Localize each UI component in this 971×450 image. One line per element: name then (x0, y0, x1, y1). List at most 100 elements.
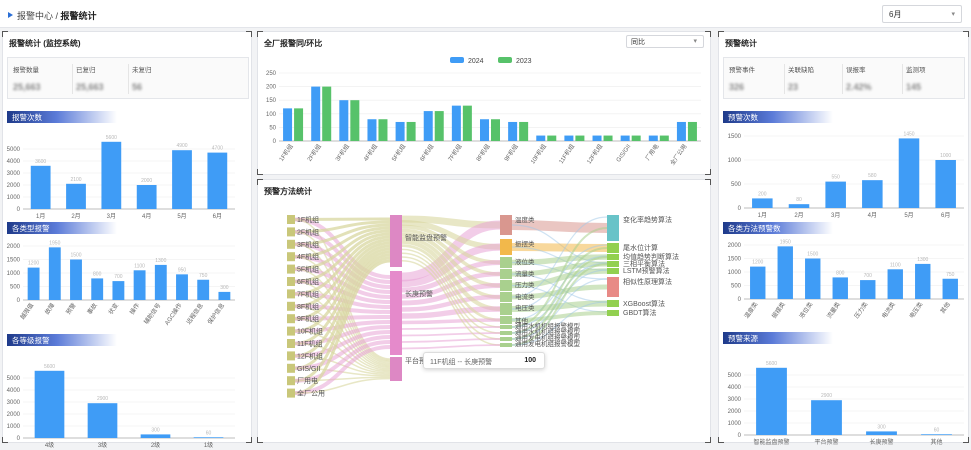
bar-value-label: 5600 (106, 135, 117, 141)
bar-5 (887, 269, 903, 299)
sankey-link (294, 340, 391, 383)
bar-6 (154, 264, 167, 300)
x-tick-label: 操作 (128, 302, 141, 316)
sankey-node-algorithm (607, 268, 619, 274)
sankey-node-source-label: 智能监盘预警 (405, 233, 447, 242)
bar-3 (862, 180, 883, 208)
sankey-node-unit-label: 3F机组 (297, 240, 319, 249)
section-warning-count: 预警次数 (723, 111, 833, 123)
sankey-node-unit (287, 376, 295, 386)
bar-value-label: 550 (831, 175, 840, 181)
x-tick-label: 保护信息 (206, 302, 226, 326)
compare-select[interactable]: 同比 ▾ (626, 35, 704, 48)
bar-2023-0 (294, 108, 304, 141)
sankey-link (294, 235, 391, 296)
sankey-link (294, 305, 391, 370)
sankey-node-unit (287, 326, 295, 336)
bar-4 (898, 138, 920, 208)
bar-0 (752, 198, 773, 208)
y-tick-label: 4000 (7, 388, 21, 394)
sankey-link (511, 220, 608, 233)
x-tick-label: 2月 (794, 212, 803, 219)
bar-value-label: 2100 (70, 177, 81, 183)
bar-2024-8 (508, 121, 518, 141)
breadcrumb-parent[interactable]: 报警中心 (17, 11, 54, 21)
sankey-link (401, 252, 501, 334)
bar-value-label: 580 (868, 173, 877, 179)
stat-reset: 已复归 25,663 (76, 64, 104, 92)
bar-value-label: 1950 (780, 239, 791, 245)
sankey-node-category (500, 325, 512, 329)
sankey-node-algorithm (607, 310, 619, 316)
sankey-link (401, 236, 501, 299)
y-tick-label: 250 (266, 71, 277, 77)
bar-1 (811, 400, 842, 435)
bar-value-label: 5600 (766, 361, 777, 367)
bar-2024-2 (339, 100, 349, 141)
x-tick-label: 3月 (107, 213, 116, 220)
legend-label-2024: 2024 (468, 58, 484, 65)
stat-label: 报警数量 (13, 67, 39, 74)
bar-value-label: 5600 (44, 364, 55, 370)
bar-2024-6 (451, 105, 461, 141)
sankey-node-algorithm (607, 243, 619, 253)
y-tick-label: 3000 (728, 397, 742, 403)
sankey-node-category-label: 流量类 (515, 269, 535, 278)
bar-2023-11 (603, 135, 613, 141)
stat-alarm-count: 报警数量 25,663 (13, 64, 41, 92)
x-tick-label: 1月 (758, 212, 767, 219)
chart-alarm-count: 0 1000 2000 3000 4000 5000 1月 2月 3月 4月 5月 6月 3600 210… (7, 135, 235, 220)
y-tick-label: 1000 (7, 271, 21, 277)
sankey-node-unit (287, 301, 295, 311)
x-tick-label: 全厂公用 (668, 143, 688, 167)
y-tick-label: 5000 (7, 147, 21, 153)
x-tick-label: 2F机组 (305, 143, 322, 163)
bar-value-label: 1450 (903, 131, 914, 137)
bar-2024-4 (395, 121, 405, 141)
sankey-link (401, 232, 501, 288)
sankey-link (294, 226, 391, 259)
bar-2024-11 (592, 135, 602, 141)
warning-stats-title: 预警统计 (725, 39, 757, 48)
x-tick-label: 厂用电 (644, 143, 661, 162)
sankey-link (294, 355, 391, 376)
sankey-node-unit (287, 277, 295, 286)
sankey-node-category (500, 343, 512, 347)
x-tick-label: 3级 (98, 441, 107, 449)
bar-3 (193, 437, 224, 438)
x-tick-label: 2级 (151, 441, 160, 449)
sankey-node-algorithm-label: 三相平衡算法 (623, 259, 665, 268)
sankey-node-category (500, 280, 512, 291)
bar-value-label: 1000 (940, 153, 951, 159)
legend-swatch-2024 (450, 57, 464, 63)
sankey-node-category-label: 电压类 (515, 303, 535, 312)
bar-2023-14 (687, 121, 697, 141)
y-tick-label: 4000 (7, 159, 21, 165)
y-tick-label: 500 (10, 285, 21, 291)
sankey-node-unit (287, 289, 295, 299)
bar-2023-4 (406, 121, 416, 141)
sankey-link (511, 227, 608, 328)
y-tick-label: 200 (266, 85, 277, 91)
month-select[interactable]: 6月 ▾ (882, 5, 962, 23)
tooltip-value: 100 (524, 357, 536, 364)
bar-0 (756, 367, 787, 435)
sankey-node-unit-label: 7F机组 (297, 289, 319, 298)
x-tick-label: 温度类 (743, 301, 760, 320)
stat-label: 未复归 (132, 67, 152, 74)
sankey-node-unit (287, 351, 295, 361)
sankey-node-unit (287, 339, 295, 348)
bar-2023-8 (519, 121, 529, 141)
chevron-down-icon: ▾ (951, 11, 955, 18)
bar-0 (27, 267, 40, 300)
section-alarm-level: 各等级报警 (7, 334, 117, 346)
stat-value: 23 (788, 82, 799, 92)
bar-value-label: 3600 (35, 159, 46, 165)
yoy-panel: 全厂报警同/环比 (257, 31, 711, 175)
bar-value-label: 2900 (97, 396, 108, 402)
bar-value-label: 1300 (155, 258, 166, 264)
bar-1 (788, 204, 810, 208)
x-tick-label: AGC操作 (163, 302, 184, 327)
legend-swatch-2023 (498, 57, 512, 63)
sankey-link (294, 335, 391, 371)
